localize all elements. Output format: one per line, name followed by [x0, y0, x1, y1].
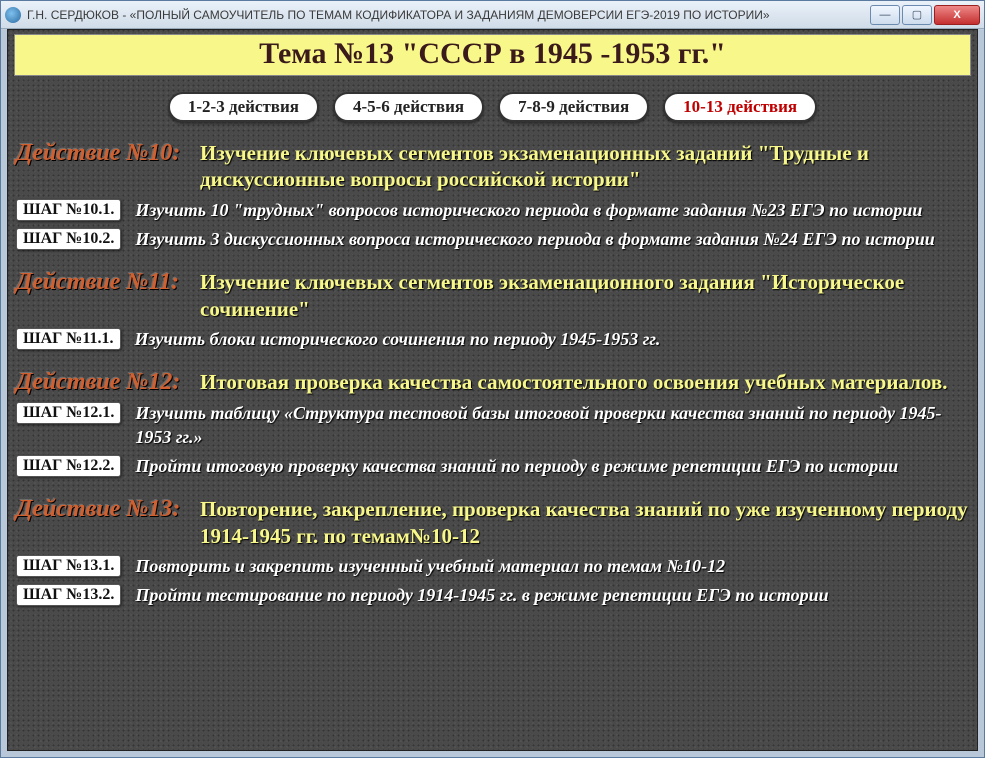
content: Действие №10:Изучение ключевых сегментов…: [8, 140, 977, 608]
step-row: ШАГ №12.1. Изучить таблицу «Структура тес…: [16, 402, 969, 449]
action-head: Действие №13:Повторение, закрепление, пр…: [16, 496, 969, 549]
step-text: Изучить 10 "трудных" вопросов историческ…: [135, 199, 969, 222]
step-text: Пройти тестирование по периоду 1914-1945…: [135, 584, 969, 607]
action-head: Действие №12:Итоговая проверка качества …: [16, 369, 969, 396]
step-row: ШАГ №13.2. Пройти тестирование по периоду…: [16, 584, 969, 607]
step-button[interactable]: ШАГ №12.1.: [16, 402, 121, 424]
step-button[interactable]: ШАГ №13.1.: [16, 555, 121, 577]
action-block-0: Действие №10:Изучение ключевых сегментов…: [16, 140, 969, 251]
maximize-button[interactable]: ▢: [902, 5, 932, 25]
topic-header: Тема №13 "СССР в 1945 -1953 гг.": [14, 34, 971, 76]
step-button[interactable]: ШАГ №11.1.: [16, 328, 121, 350]
app-window: Г.Н. СЕРДЮКОВ - «ПОЛНЫЙ САМОУЧИТЕЛЬ ПО Т…: [0, 0, 985, 758]
step-button[interactable]: ШАГ №10.2.: [16, 228, 121, 250]
close-button[interactable]: X: [934, 5, 980, 25]
step-row: ШАГ №11.1. Изучить блоки исторического со…: [16, 328, 969, 351]
step-row: ШАГ №12.2. Пройти итоговую проверку качес…: [16, 455, 969, 478]
action-number: Действие №12:: [16, 369, 200, 396]
step-text: Изучить блоки исторического сочинения по…: [135, 328, 970, 351]
step-text: Изучить 3 дискуссионных вопроса историче…: [135, 228, 969, 251]
action-title: Итоговая проверка качества самостоятельн…: [200, 369, 947, 395]
action-title: Изучение ключевых сегментов экзаменацион…: [200, 140, 969, 193]
action-number: Действие №10:: [16, 140, 200, 167]
action-head: Действие №10:Изучение ключевых сегментов…: [16, 140, 969, 193]
action-block-3: Действие №13:Повторение, закрепление, пр…: [16, 496, 969, 607]
client-area: Тема №13 "СССР в 1945 -1953 гг." 1-2-3 д…: [7, 29, 978, 751]
tab-0[interactable]: 1-2-3 действия: [168, 92, 319, 122]
step-button[interactable]: ШАГ №12.2.: [16, 455, 121, 477]
step-text: Изучить таблицу «Структура тестовой базы…: [135, 402, 969, 449]
action-number: Действие №11:: [16, 269, 200, 296]
action-block-1: Действие №11:Изучение ключевых сегментов…: [16, 269, 969, 351]
app-icon: [5, 7, 21, 23]
minimize-button[interactable]: —: [870, 5, 900, 25]
action-head: Действие №11:Изучение ключевых сегментов…: [16, 269, 969, 322]
action-number: Действие №13:: [16, 496, 200, 523]
window-title: Г.Н. СЕРДЮКОВ - «ПОЛНЫЙ САМОУЧИТЕЛЬ ПО Т…: [27, 8, 868, 22]
tab-1[interactable]: 4-5-6 действия: [333, 92, 484, 122]
action-title: Изучение ключевых сегментов экзаменацион…: [200, 269, 969, 322]
topic-title: Тема №13 "СССР в 1945 -1953 гг.": [15, 37, 970, 71]
step-button[interactable]: ШАГ №13.2.: [16, 584, 121, 606]
tab-3[interactable]: 10-13 действия: [663, 92, 817, 122]
step-row: ШАГ №10.2. Изучить 3 дискуссионных вопрос…: [16, 228, 969, 251]
tabs-row: 1-2-3 действия 4-5-6 действия 7-8-9 действ…: [8, 92, 977, 122]
tab-2[interactable]: 7-8-9 действия: [498, 92, 649, 122]
step-row: ШАГ №13.1. Повторить и закрепить изученны…: [16, 555, 969, 578]
titlebar[interactable]: Г.Н. СЕРДЮКОВ - «ПОЛНЫЙ САМОУЧИТЕЛЬ ПО Т…: [1, 1, 984, 29]
action-title: Повторение, закрепление, проверка качест…: [200, 496, 969, 549]
step-row: ШАГ №10.1. Изучить 10 "трудных" вопросов …: [16, 199, 969, 222]
step-text: Повторить и закрепить изученный учебный …: [135, 555, 969, 578]
step-text: Пройти итоговую проверку качества знаний…: [135, 455, 969, 478]
window-buttons: — ▢ X: [868, 5, 980, 25]
action-block-2: Действие №12:Итоговая проверка качества …: [16, 369, 969, 478]
step-button[interactable]: ШАГ №10.1.: [16, 199, 121, 221]
